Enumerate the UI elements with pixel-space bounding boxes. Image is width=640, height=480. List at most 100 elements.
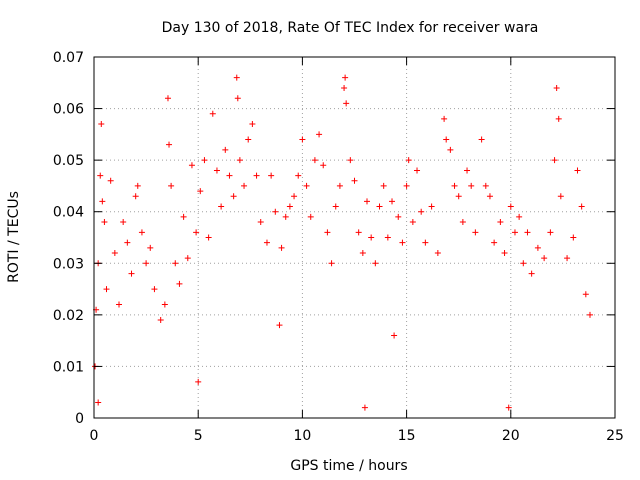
data-point [516,213,523,220]
data-point [501,249,508,256]
data-point [582,291,589,298]
data-point [570,234,577,241]
data-point [107,177,114,184]
data-point [399,239,406,246]
data-point [418,208,425,215]
y-tick-label: 0.06 [53,102,84,118]
data-point [124,239,131,246]
data-point [380,182,387,189]
data-point [528,270,535,277]
y-tick-label: 0.03 [53,256,84,272]
data-point [486,193,493,200]
x-tick-labels: 0 5 10 15 20 25 [90,428,624,444]
data-point [278,244,285,251]
data-point [336,182,343,189]
data-point [395,213,402,220]
data-point [299,136,306,143]
x-tick-label: 0 [90,428,99,444]
x-tick-label: 5 [194,428,203,444]
data-point [341,84,348,91]
data-point [555,115,562,122]
data-point [491,239,498,246]
data-point [263,239,270,246]
data-point [441,115,448,122]
data-point [218,203,225,210]
data-point [241,182,248,189]
y-tick-label: 0.02 [53,308,84,324]
data-point [428,203,435,210]
data-point [116,301,123,308]
data-point [520,260,527,267]
data-point [557,193,564,200]
y-tick-label: 0.01 [53,359,84,375]
data-point [451,182,458,189]
data-point [372,260,379,267]
data-point [128,270,135,277]
data-point [376,203,383,210]
data-point [303,182,310,189]
data-point [316,131,323,138]
data-point [143,260,150,267]
data-point [409,219,416,226]
data-point [403,182,410,189]
data-point [443,136,450,143]
data-point [209,110,216,117]
data-point [343,100,350,107]
data-point [276,322,283,329]
y-tick-label: 0 [75,411,84,427]
data-point [222,146,229,153]
data-point [534,244,541,251]
data-point [201,157,208,164]
data-point [472,229,479,236]
data-point [120,219,127,226]
data-point [249,121,256,128]
data-point [422,239,429,246]
data-point [230,193,237,200]
data-point [161,301,168,308]
data-point [98,121,105,128]
data-point [311,157,318,164]
data-point [320,162,327,169]
data-point [447,146,454,153]
axis-ticks [93,56,616,419]
data-point [511,229,518,236]
data-point [578,203,585,210]
data-point [147,244,154,251]
data-point [99,198,106,205]
y-tick-label: 0.07 [53,50,84,66]
data-point [351,177,358,184]
y-tick-labels: 0 0.01 0.02 0.03 0.04 0.05 0.06 0.07 [53,50,84,427]
data-point [459,219,466,226]
data-point [101,219,108,226]
x-axis-label: GPS time / hours [290,458,407,474]
data-point [157,317,164,324]
data-point [257,219,264,226]
data-point [213,167,220,174]
grid-lines [94,57,615,418]
data-point [164,95,171,102]
data-point [434,249,441,256]
data-point [111,249,118,256]
data-point [286,203,293,210]
data-point [464,167,471,174]
data-point [176,280,183,287]
data-point [205,234,212,241]
data-point [234,95,241,102]
data-point [389,198,396,205]
data-point [361,404,368,411]
data-point [455,193,462,200]
data-point [253,172,260,179]
data-point [95,399,102,406]
data-point [547,229,554,236]
data-point [282,213,289,220]
data-point [468,182,475,189]
data-point [414,167,421,174]
data-point [97,172,104,179]
data-point [359,249,366,256]
data-point [541,255,548,262]
y-tick-label: 0.05 [53,153,84,169]
data-point [195,378,202,385]
data-point [236,157,243,164]
data-point [245,136,252,143]
